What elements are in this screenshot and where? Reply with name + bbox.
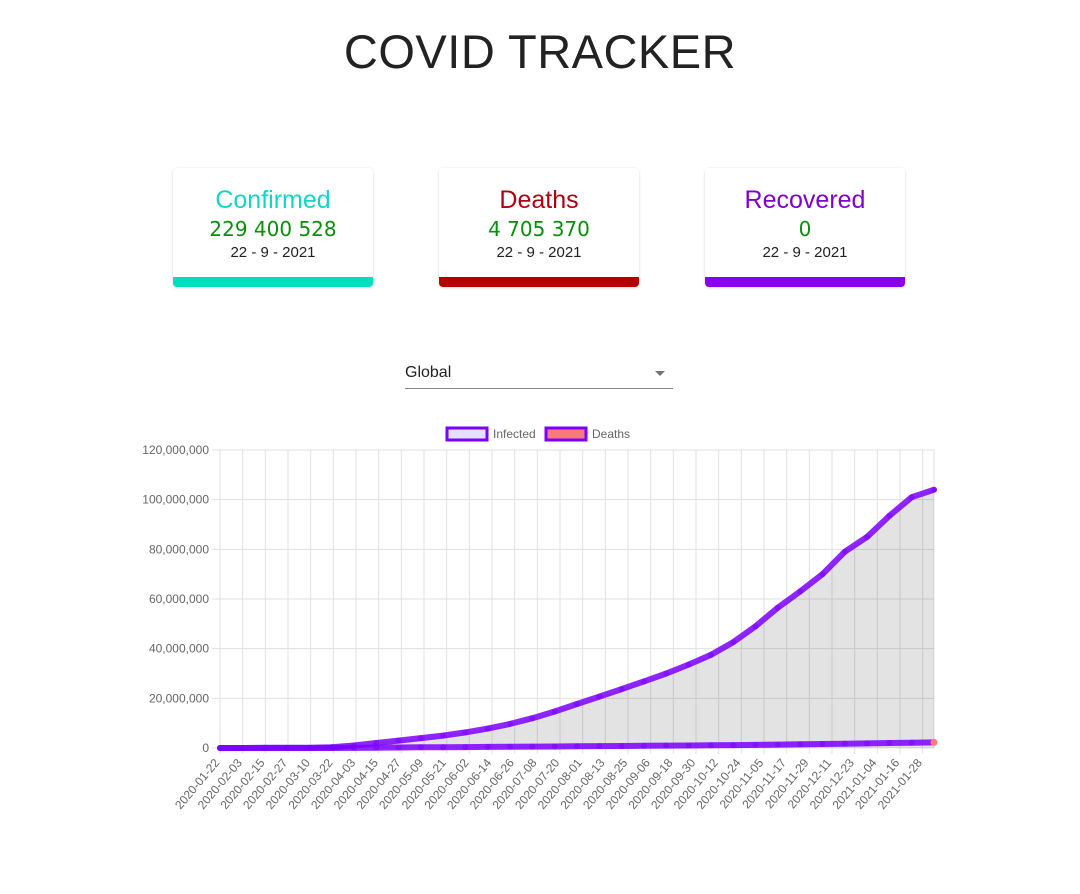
deaths-end-point bbox=[930, 738, 938, 746]
page-title: COVID TRACKER bbox=[343, 25, 737, 78]
deaths-point bbox=[908, 739, 915, 746]
deaths-point bbox=[261, 744, 268, 751]
deaths-point bbox=[350, 744, 357, 751]
infected-point bbox=[752, 623, 759, 630]
confirmed-card-title: Confirmed bbox=[215, 186, 331, 214]
deaths-point bbox=[484, 743, 491, 750]
deaths-point bbox=[663, 742, 670, 749]
chart-series bbox=[217, 486, 938, 751]
deaths-point bbox=[217, 745, 223, 751]
recovered-card-accent-bar bbox=[705, 277, 905, 287]
y-tick-label: 20,000,000 bbox=[149, 691, 209, 705]
y-tick-label: 40,000,000 bbox=[149, 642, 209, 656]
chart-legend: Infected Deaths bbox=[445, 426, 630, 442]
deaths-point bbox=[328, 744, 335, 751]
deaths-point bbox=[395, 744, 402, 751]
infected-point bbox=[886, 512, 893, 519]
deaths-point bbox=[752, 741, 759, 748]
infected-point bbox=[574, 701, 580, 708]
infected-point bbox=[529, 715, 536, 722]
deaths-point bbox=[306, 744, 313, 751]
infected-point bbox=[931, 486, 937, 493]
y-axis: 0 20,000,000 40,000,000 60,000,000 80,000,00… bbox=[142, 443, 209, 755]
y-tick-label: 80,000,000 bbox=[149, 542, 209, 556]
confirmed-card-date: 22 - 9 - 2021 bbox=[230, 244, 316, 261]
country-select[interactable]: Global bbox=[405, 358, 673, 389]
deaths-point bbox=[707, 742, 714, 749]
infected-point bbox=[640, 678, 647, 685]
confirmed-card: Confirmed 229 400 528 22 - 9 - 2021 bbox=[173, 168, 373, 287]
recovered-card-value: 0 bbox=[798, 217, 812, 241]
infected-point bbox=[417, 735, 424, 742]
confirmed-card-value: 229 400 528 bbox=[209, 217, 337, 241]
infected-point bbox=[707, 651, 714, 658]
recovered-card-date: 22 - 9 - 2021 bbox=[762, 244, 848, 261]
deaths-point bbox=[640, 742, 647, 749]
infected-point bbox=[395, 737, 402, 744]
deaths-point bbox=[574, 743, 580, 750]
chevron-down-icon[interactable] bbox=[655, 371, 665, 376]
deaths-point bbox=[685, 742, 692, 749]
deaths-point bbox=[797, 741, 804, 748]
deaths-point bbox=[507, 743, 514, 750]
country-select-value: Global bbox=[405, 364, 452, 381]
infected-point bbox=[864, 533, 871, 540]
deaths-point bbox=[239, 744, 246, 751]
deaths-point bbox=[864, 740, 871, 747]
y-tick-label: 60,000,000 bbox=[149, 592, 209, 606]
deaths-point bbox=[283, 744, 290, 751]
deaths-point bbox=[417, 744, 424, 751]
deaths-point bbox=[440, 744, 447, 751]
deaths-card-accent-bar bbox=[439, 277, 639, 287]
y-tick-label: 120,000,000 bbox=[142, 443, 209, 457]
infected-point bbox=[551, 708, 558, 715]
infected-point bbox=[797, 588, 804, 595]
y-tick-label: 100,000,000 bbox=[142, 493, 209, 507]
infected-point bbox=[484, 725, 491, 732]
y-tick-label: 0 bbox=[202, 741, 209, 755]
infected-point bbox=[730, 639, 737, 646]
infected-point bbox=[774, 604, 781, 611]
deaths-point bbox=[841, 740, 848, 747]
recovered-card-title: Recovered bbox=[744, 186, 866, 214]
infected-point bbox=[596, 693, 603, 700]
legend-label-deaths: Deaths bbox=[592, 427, 630, 441]
legend-swatch-deaths bbox=[544, 426, 588, 442]
deaths-card-value: 4 705 370 bbox=[488, 217, 590, 241]
infected-point bbox=[462, 729, 469, 736]
deaths-card-title: Deaths bbox=[499, 186, 579, 214]
deaths-point bbox=[730, 742, 737, 749]
infected-point bbox=[618, 686, 625, 693]
deaths-point bbox=[373, 744, 380, 751]
infected-point bbox=[440, 732, 447, 739]
infected-point bbox=[373, 740, 380, 747]
deaths-point bbox=[618, 742, 625, 749]
deaths-point bbox=[529, 743, 536, 750]
deaths-point bbox=[774, 741, 781, 748]
infected-point bbox=[841, 548, 848, 555]
deaths-point bbox=[886, 740, 893, 747]
deaths-point bbox=[551, 743, 558, 750]
legend-swatch-infected bbox=[445, 426, 489, 442]
confirmed-card-accent-bar bbox=[173, 277, 373, 287]
deaths-card: Deaths 4 705 370 22 - 9 - 2021 bbox=[439, 168, 639, 287]
deaths-point bbox=[596, 743, 603, 750]
recovered-card: Recovered 0 22 - 9 - 2021 bbox=[705, 168, 905, 287]
infected-point bbox=[819, 571, 826, 578]
chart-grid bbox=[212, 449, 935, 754]
infected-point bbox=[507, 720, 514, 727]
infected-point bbox=[685, 661, 692, 668]
deaths-point bbox=[462, 744, 469, 751]
infected-area bbox=[220, 489, 934, 748]
deaths-card-date: 22 - 9 - 2021 bbox=[496, 244, 582, 261]
cases-line-chart: Infected Deaths 0 20,000,000 40,000,000 60,0… bbox=[142, 426, 938, 812]
deaths-point bbox=[819, 741, 826, 748]
infected-point bbox=[908, 494, 915, 501]
x-axis: 2020-01-222020-02-032020-02-152020-02-27… bbox=[172, 756, 925, 812]
legend-label-infected: Infected bbox=[493, 427, 536, 441]
infected-point bbox=[663, 670, 670, 677]
